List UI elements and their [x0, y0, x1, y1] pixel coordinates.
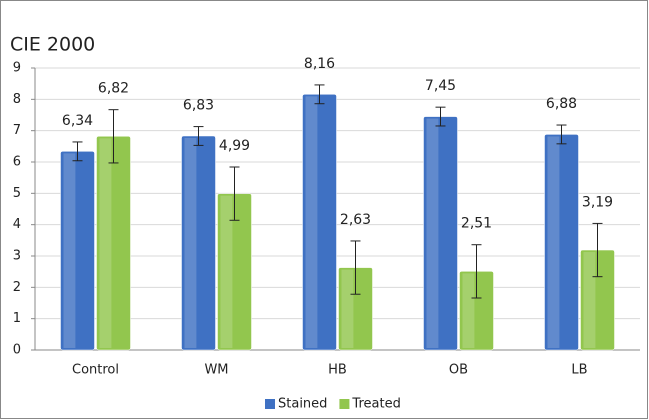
y-tick-label: 1 — [13, 311, 21, 326]
value-label: 6,34 — [62, 113, 93, 129]
value-label: 7,45 — [425, 78, 456, 94]
y-tick-label: 3 — [13, 249, 21, 264]
x-tick-label: WM — [204, 363, 228, 378]
value-label: 6,82 — [98, 81, 129, 97]
y-tick-label: 9 — [13, 61, 21, 76]
error-bar — [193, 126, 204, 146]
x-tick-label: HB — [328, 363, 347, 378]
y-tick-label: 4 — [13, 217, 21, 232]
legend-swatch — [339, 399, 350, 409]
error-bar — [471, 244, 482, 299]
value-label: 3,19 — [582, 194, 613, 210]
bar-shine — [547, 136, 560, 348]
y-tick-label: 6 — [13, 155, 21, 170]
value-label: 2,51 — [461, 216, 492, 232]
legend-swatch — [265, 399, 275, 409]
y-tick-label: 5 — [13, 186, 21, 201]
x-tick-label: LB — [571, 363, 587, 378]
error-bar — [229, 166, 240, 221]
error-bar — [350, 240, 361, 295]
chart-title: CIE 2000 — [10, 34, 95, 56]
y-tick-label: 0 — [13, 343, 21, 358]
legend-label: Stained — [278, 397, 327, 412]
error-bar — [435, 106, 446, 127]
y-tick-label: 2 — [13, 280, 21, 295]
value-label: 6,88 — [546, 96, 577, 112]
y-tick-label: 8 — [13, 92, 21, 107]
value-label: 2,63 — [340, 212, 371, 228]
error-bar — [314, 84, 325, 105]
value-label: 4,99 — [219, 138, 250, 154]
bar-shine — [99, 138, 112, 348]
bar-shine — [341, 269, 354, 348]
legend-label: Treated — [351, 397, 400, 412]
bar-shine — [462, 273, 475, 348]
bar-shine — [305, 96, 318, 348]
x-tick-label: OB — [449, 363, 468, 378]
bar-shine — [583, 252, 596, 348]
error-bar — [556, 124, 567, 145]
bar-shine — [220, 195, 233, 348]
error-bar — [108, 109, 119, 164]
error-bar — [72, 141, 83, 162]
value-label: 6,83 — [183, 98, 214, 114]
x-tick-label: Control — [72, 363, 119, 378]
bar-shine — [63, 153, 76, 348]
bar-shine — [426, 118, 439, 348]
bar-shine — [184, 137, 197, 348]
y-tick-label: 7 — [13, 123, 21, 138]
value-label: 8,16 — [304, 56, 335, 72]
error-bar — [592, 222, 603, 278]
